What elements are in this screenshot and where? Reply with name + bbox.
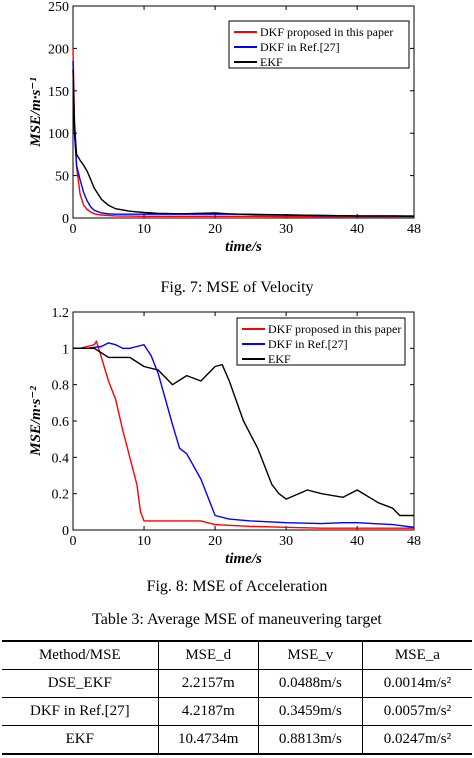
legend-label: EKF xyxy=(260,55,283,69)
acceleration-mse-chart: 0 10 20 30 40 48 0 0.2 0.4 0.6 0.8 1 1.2 time/s MSE/m·… xyxy=(28,306,421,567)
y-tick-label: 0 xyxy=(62,524,69,539)
y-tick-label: 0.6 xyxy=(52,415,70,430)
x-tick-label: 40 xyxy=(350,534,364,549)
header-method: Method/MSE xyxy=(2,640,159,670)
table-row: DSE_EKF 2.2157m 0.0488m/s 0.0014m/s² xyxy=(2,669,472,698)
legend-label: EKF xyxy=(268,352,291,366)
x-axis-label: time/s xyxy=(225,551,262,567)
figure-8-acceleration-chart: 0 10 20 30 40 48 0 0.2 0.4 0.6 0.8 1 1.2 time/s MSE/m·… xyxy=(0,305,474,573)
cell-mse-v: 0.3459m/s xyxy=(257,697,363,726)
cell-mse-a: 0.0057m/s² xyxy=(361,697,472,726)
series-line xyxy=(72,48,414,218)
x-tick-label: 10 xyxy=(137,222,151,237)
y-tick-label: 150 xyxy=(48,85,69,100)
header-mse-d: MSE_d xyxy=(157,640,259,670)
table-3-title: Table 3: Average MSE of maneuvering targ… xyxy=(92,611,382,628)
y-axis-label: MSE/m·s⁻² xyxy=(28,386,44,457)
x-tick-label: 0 xyxy=(70,534,77,549)
y-tick-label: 200 xyxy=(48,42,69,57)
series-line xyxy=(73,347,414,517)
y-tick-label: 0.2 xyxy=(52,488,70,503)
figure-8-caption: Fig. 8: MSE of Acceleration xyxy=(146,578,328,595)
figure-7-velocity-chart: 0 10 20 30 40 48 0 50 100 150 200 250 time/s MSE/m·s⁻… xyxy=(0,0,474,272)
figure-7-caption: Fig. 7: MSE of Velocity xyxy=(160,279,314,296)
table-row: DKF in Ref.[27] 4.2187m 0.3459m/s 0.0057… xyxy=(2,697,472,726)
y-tick-label: 50 xyxy=(55,170,69,185)
velocity-mse-chart: 0 10 20 30 40 48 0 50 100 150 200 250 time/s MSE/m·s⁻… xyxy=(28,0,421,255)
x-tick-label: 30 xyxy=(279,222,293,237)
series-line xyxy=(73,340,414,529)
y-axis-label: MSE/m·s⁻¹ xyxy=(28,77,44,148)
legend-label: DKF in Ref.[27] xyxy=(260,40,340,54)
cell-mse-d: 2.2157m xyxy=(157,669,259,698)
x-tick-label: 48 xyxy=(407,534,421,549)
y-tick-label: 0.8 xyxy=(52,379,70,394)
cell-method: DSE_EKF xyxy=(2,669,159,698)
cell-method: EKF xyxy=(2,725,159,755)
legend-label: DKF proposed in this paper xyxy=(260,25,393,39)
x-tick-label: 10 xyxy=(137,534,151,549)
y-tick-label: 0.4 xyxy=(52,451,70,466)
y-tick-label: 250 xyxy=(48,0,69,15)
legend-box xyxy=(236,317,406,366)
cell-mse-v: 0.8813m/s xyxy=(257,725,363,755)
series-line xyxy=(73,342,415,528)
table-header-row: Method/MSE MSE_d MSE_v MSE_a xyxy=(2,640,472,670)
header-mse-v: MSE_v xyxy=(257,640,363,670)
x-tick-label: 20 xyxy=(208,534,222,549)
x-axis-label: time/s xyxy=(225,239,262,255)
series-line xyxy=(72,61,414,217)
header-mse-a: MSE_a xyxy=(361,640,472,670)
cell-mse-d: 10.4734m xyxy=(157,725,259,755)
x-tick-label: 30 xyxy=(279,534,293,549)
x-tick-label: 40 xyxy=(350,222,364,237)
x-tick-label: 0 xyxy=(70,222,77,237)
series-line xyxy=(72,69,415,217)
cell-method: DKF in Ref.[27] xyxy=(2,697,159,726)
plot-frame xyxy=(72,5,415,219)
cell-mse-a: 0.0247m/s² xyxy=(361,725,472,755)
x-tick-label: 48 xyxy=(407,222,421,237)
y-tick-label: 1.2 xyxy=(52,306,70,321)
cell-mse-a: 0.0014m/s² xyxy=(361,669,472,698)
cell-mse-v: 0.0488m/s xyxy=(257,669,363,698)
y-tick-label: 1 xyxy=(62,342,69,357)
cell-mse-d: 4.2187m xyxy=(157,697,259,726)
x-tick-label: 20 xyxy=(208,222,222,237)
table-row: EKF 10.4734m 0.8813m/s 0.0247m/s² xyxy=(2,725,472,755)
legend-label: DKF in Ref.[27] xyxy=(268,337,348,351)
legend-box xyxy=(228,20,410,69)
y-tick-label: 0 xyxy=(62,212,69,227)
average-mse-table: Method/MSE MSE_d MSE_v MSE_a DSE_EKF 2.2… xyxy=(2,640,472,755)
legend-label: DKF proposed in this paper xyxy=(268,322,401,336)
y-tick-label: 100 xyxy=(48,127,69,142)
